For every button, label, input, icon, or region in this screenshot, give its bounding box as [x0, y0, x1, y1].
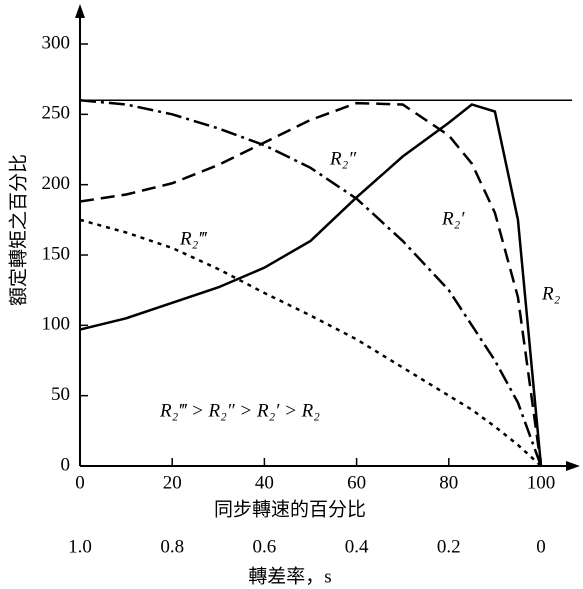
x2-tick-label: 0.2 — [437, 536, 461, 557]
curve — [79, 218, 542, 467]
x2-tick-label: 0.4 — [345, 536, 369, 557]
x-label: 同步轉速的百分比 — [214, 498, 366, 520]
curve-label: R₂‴ — [179, 228, 207, 249]
y-axis-arrow — [75, 4, 85, 18]
y-tick-label: 100 — [42, 314, 71, 335]
x2-tick-label: 0 — [536, 536, 546, 557]
y-tick-label: 200 — [42, 173, 71, 194]
x-tick-label: 80 — [439, 472, 458, 493]
y-label: 額定轉矩之百分比 — [7, 154, 29, 306]
x-tick-label: 0 — [75, 472, 85, 493]
x2-tick-label: 0.6 — [253, 536, 277, 557]
curve-label: R₂″ — [329, 148, 357, 169]
y-tick-label: 250 — [42, 103, 71, 124]
curve-label: R₂′ — [441, 208, 465, 229]
x2-tick-label: 1.0 — [68, 536, 92, 557]
curve — [79, 101, 543, 467]
curve — [79, 99, 543, 467]
x-tick-label: 100 — [527, 472, 556, 493]
x-axis-arrow — [566, 461, 580, 471]
x-tick-label: 40 — [255, 472, 274, 493]
x-tick-label: 20 — [163, 472, 182, 493]
annotation: R₂‴ > R₂″ > R₂′ > R₂ — [159, 400, 320, 421]
y-tick-label: 300 — [42, 32, 71, 53]
y-tick-label: 0 — [61, 454, 71, 475]
x2-label: 轉差率，s — [248, 565, 331, 587]
x2-tick-label: 0.8 — [160, 536, 184, 557]
curve-label: R₂ — [541, 283, 561, 304]
x-tick-label: 60 — [347, 472, 366, 493]
y-tick-label: 50 — [51, 384, 70, 405]
y-tick-label: 150 — [42, 243, 71, 264]
